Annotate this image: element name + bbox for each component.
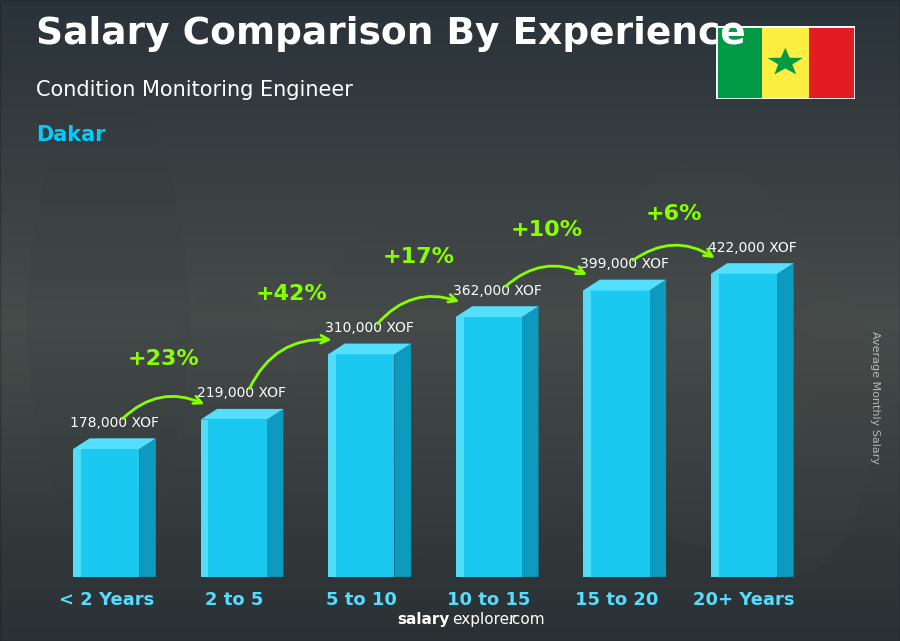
Polygon shape: [522, 306, 538, 577]
Polygon shape: [267, 409, 284, 577]
Polygon shape: [711, 274, 777, 577]
Polygon shape: [328, 354, 336, 577]
Ellipse shape: [27, 96, 189, 545]
Polygon shape: [455, 306, 538, 317]
Polygon shape: [394, 344, 411, 577]
Polygon shape: [777, 263, 794, 577]
Text: +23%: +23%: [128, 349, 200, 369]
Polygon shape: [650, 279, 666, 577]
Text: 310,000 XOF: 310,000 XOF: [325, 321, 414, 335]
Text: 219,000 XOF: 219,000 XOF: [197, 387, 286, 400]
Text: +17%: +17%: [382, 247, 454, 267]
Text: explorer: explorer: [452, 612, 516, 627]
Polygon shape: [73, 449, 81, 577]
Polygon shape: [455, 317, 464, 577]
Ellipse shape: [158, 288, 292, 545]
Text: .com: .com: [508, 612, 545, 627]
Polygon shape: [711, 263, 794, 274]
Polygon shape: [583, 290, 591, 577]
Polygon shape: [455, 317, 522, 577]
Polygon shape: [583, 279, 666, 290]
Polygon shape: [328, 354, 394, 577]
Polygon shape: [201, 409, 284, 420]
Polygon shape: [73, 438, 156, 449]
Bar: [762, 26, 808, 99]
Polygon shape: [140, 438, 156, 577]
Ellipse shape: [590, 160, 814, 545]
Text: Average Monthly Salary: Average Monthly Salary: [869, 331, 880, 464]
Text: 422,000 XOF: 422,000 XOF: [707, 240, 796, 254]
Polygon shape: [711, 274, 719, 577]
Text: Salary Comparison By Experience: Salary Comparison By Experience: [36, 16, 746, 52]
Polygon shape: [201, 420, 209, 577]
Text: 362,000 XOF: 362,000 XOF: [453, 283, 542, 297]
Text: +6%: +6%: [645, 204, 702, 224]
Ellipse shape: [292, 208, 608, 561]
Polygon shape: [768, 48, 803, 74]
Polygon shape: [73, 449, 140, 577]
Text: salary: salary: [398, 612, 450, 627]
Text: 399,000 XOF: 399,000 XOF: [580, 257, 669, 271]
Text: +42%: +42%: [256, 284, 327, 304]
Bar: [808, 26, 855, 99]
Text: Dakar: Dakar: [36, 125, 105, 145]
Bar: [716, 26, 762, 99]
Text: +10%: +10%: [510, 221, 582, 240]
Polygon shape: [201, 420, 267, 577]
Text: 178,000 XOF: 178,000 XOF: [70, 416, 159, 429]
Polygon shape: [583, 290, 650, 577]
Polygon shape: [328, 344, 411, 354]
Text: Condition Monitoring Engineer: Condition Monitoring Engineer: [36, 80, 353, 100]
Ellipse shape: [711, 256, 873, 577]
